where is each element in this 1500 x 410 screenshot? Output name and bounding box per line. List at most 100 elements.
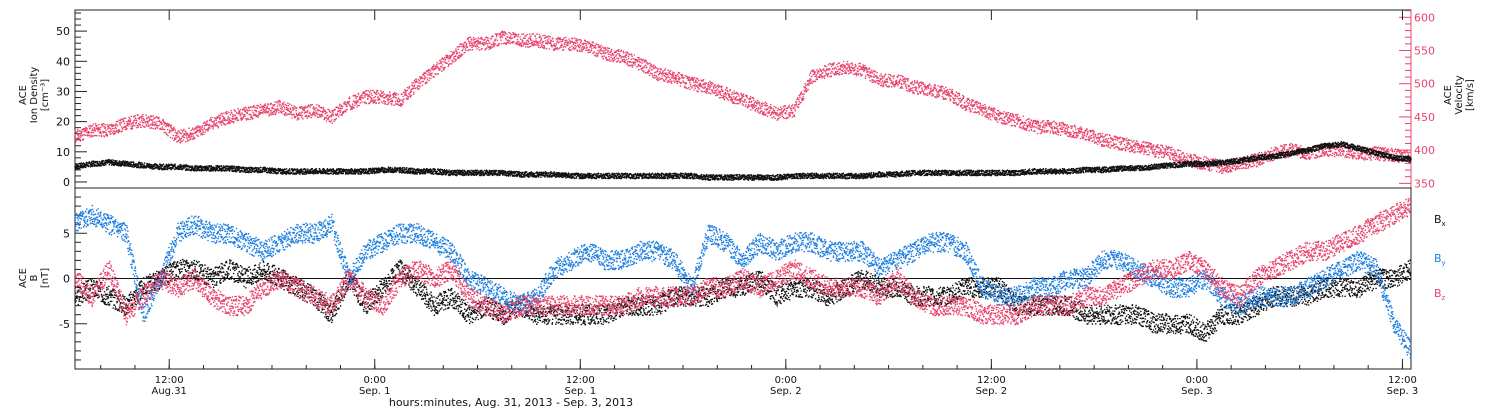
velocity-point (955, 94, 957, 96)
velocity-point (897, 82, 899, 84)
velocity-point (121, 131, 123, 133)
velocity-point (389, 91, 391, 93)
velocity-point (369, 102, 371, 104)
velocity-point (1020, 127, 1022, 129)
velocity-point (409, 86, 411, 88)
velocity-point (288, 105, 290, 107)
velocity-point (172, 137, 174, 139)
velocity-point (829, 68, 831, 70)
velocity-point (1107, 140, 1109, 142)
velocity-point (1195, 154, 1197, 156)
velocity-point (356, 106, 358, 108)
velocity-point (314, 113, 316, 115)
velocity-point (565, 42, 567, 44)
velocity-point (611, 50, 613, 52)
velocity-point (1074, 125, 1076, 127)
velocity-point (1149, 152, 1151, 154)
velocity-point (1007, 120, 1009, 122)
velocity-point (639, 62, 641, 64)
velocity-point (1141, 144, 1143, 146)
velocity-point (181, 133, 183, 135)
velocity-point (550, 43, 552, 45)
velocity-point (606, 47, 608, 49)
velocity-point (140, 127, 142, 129)
velocity-point (836, 68, 838, 70)
velocity-point (597, 50, 599, 52)
velocity-point (125, 117, 127, 119)
velocity-point (1067, 129, 1069, 131)
velocity-point (807, 89, 809, 91)
velocity-point (93, 132, 95, 134)
velocity-point (1110, 141, 1112, 143)
velocity-point (570, 49, 572, 51)
velocity-point (697, 91, 699, 93)
velocity-point (252, 118, 254, 120)
velocity-point (1223, 169, 1225, 171)
velocity-point (215, 120, 217, 122)
velocity-point (103, 123, 105, 125)
velocity-point (347, 109, 349, 111)
velocity-point (1022, 122, 1024, 124)
velocity-point (905, 81, 907, 83)
velocity-point (1034, 130, 1036, 132)
velocity-point (437, 66, 439, 68)
velocity-point (607, 51, 609, 53)
velocity-point (276, 111, 278, 113)
velocity-point (669, 81, 671, 83)
velocity-point (924, 84, 926, 86)
velocity-point (910, 88, 912, 90)
velocity-point (653, 68, 655, 70)
velocity-point (142, 116, 144, 118)
velocity-point (609, 54, 611, 56)
velocity-point (707, 87, 709, 89)
velocity-point (875, 82, 877, 84)
velocity-point (625, 51, 627, 53)
velocity-point (146, 125, 148, 127)
velocity-point (1097, 137, 1099, 139)
velocity-point (1109, 135, 1111, 137)
velocity-point (491, 47, 493, 49)
velocity-point (782, 114, 784, 116)
velocity-point (270, 103, 272, 105)
velocity-point (1013, 120, 1015, 122)
velocity-point (368, 90, 370, 92)
velocity-point (1099, 133, 1101, 135)
velocity-point (847, 61, 849, 63)
velocity-point (527, 46, 529, 48)
velocity-point (463, 45, 465, 47)
velocity-point (1007, 114, 1009, 116)
velocity-point (575, 46, 577, 48)
velocity-point (112, 128, 114, 130)
velocity-point (1114, 147, 1116, 149)
velocity-point (951, 89, 953, 91)
velocity-point (477, 45, 479, 47)
velocity-point (697, 87, 699, 89)
velocity-point (252, 112, 254, 114)
velocity-point (601, 53, 603, 55)
velocity-point (645, 65, 647, 67)
velocity-point (1124, 139, 1126, 141)
velocity-point (916, 80, 918, 82)
velocity-point (464, 52, 466, 54)
velocity-point (706, 82, 708, 84)
velocity-point (226, 111, 228, 113)
velocity-point (238, 119, 240, 121)
velocity-point (591, 48, 593, 50)
velocity-point (548, 48, 550, 50)
velocity-point (395, 101, 397, 103)
velocity-point (897, 85, 899, 87)
velocity-point (648, 63, 650, 65)
velocity-point (185, 131, 187, 133)
velocity-point (752, 108, 754, 110)
velocity-point (413, 92, 415, 94)
velocity-point (235, 111, 237, 113)
velocity-point (254, 114, 256, 116)
velocity-point (943, 88, 945, 90)
velocity-point (478, 47, 480, 49)
velocity-point (351, 108, 353, 110)
velocity-point (910, 90, 912, 92)
velocity-point (658, 79, 660, 81)
velocity-point (649, 75, 651, 77)
velocity-point (180, 129, 182, 131)
velocity-point (512, 37, 514, 39)
